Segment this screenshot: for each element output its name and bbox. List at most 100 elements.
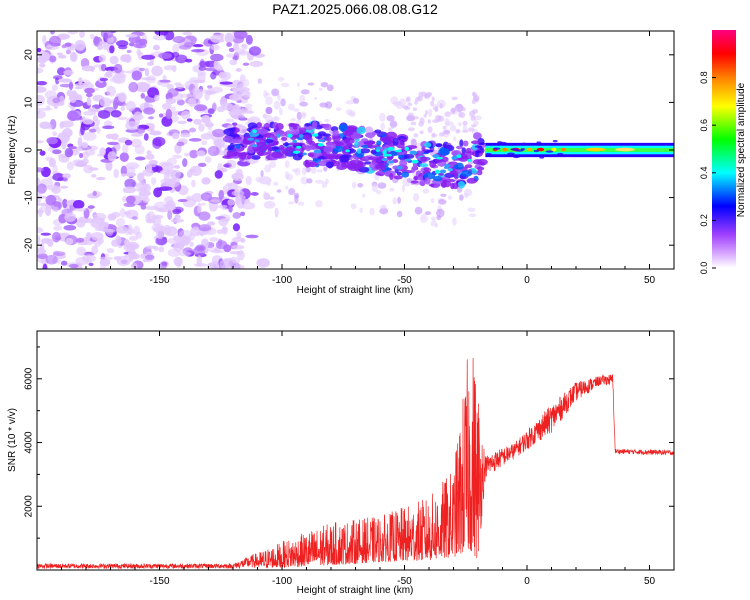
spectral-blob — [231, 138, 244, 144]
spectral-blob — [288, 142, 300, 146]
spectral-blob — [118, 102, 128, 107]
spectral-blob — [216, 65, 223, 72]
spectral-blob — [285, 185, 289, 190]
spectral-blob — [288, 188, 296, 196]
colorbar-tick-label: 0.6 — [699, 119, 709, 132]
spectral-blob — [360, 148, 371, 154]
spectral-blob — [493, 147, 501, 150]
spectral-blob — [142, 197, 150, 204]
spectral-blob — [419, 163, 429, 168]
spectral-blob — [472, 132, 482, 140]
spectral-core — [312, 133, 319, 137]
y-tick-label: -20 — [24, 238, 35, 253]
spectral-blob — [52, 206, 59, 213]
spectral-blob — [374, 129, 382, 134]
spectral-blob — [88, 128, 97, 133]
spectral-blob — [62, 138, 68, 146]
spectral-blob — [167, 237, 178, 244]
spectral-blob — [52, 172, 65, 182]
colorbar-label: Normalized spectral amplitude — [736, 82, 747, 217]
spectral-blob — [62, 128, 73, 138]
spectral-blob — [112, 99, 119, 110]
spectral-blob — [264, 114, 273, 124]
spectral-blob — [396, 171, 402, 176]
spectral-blob — [293, 108, 300, 112]
spectral-blob — [241, 196, 245, 205]
spectral-blob — [107, 141, 119, 146]
spectral-blob — [219, 258, 234, 269]
spectral-blob — [39, 63, 46, 68]
spectral-blob — [473, 115, 482, 121]
spectral-blob — [201, 140, 208, 146]
spectral-blob — [40, 232, 52, 236]
spectral-blob — [88, 107, 97, 113]
spectral-blob — [424, 95, 431, 100]
spectral-blob — [227, 198, 236, 206]
spectral-blob — [364, 161, 372, 165]
spectral-blob — [39, 150, 46, 156]
spectral-blob — [116, 73, 127, 79]
spectral-blob — [462, 107, 466, 112]
spectral-blob — [198, 211, 211, 221]
spectral-blob — [354, 140, 359, 148]
spectral-blob — [424, 177, 431, 185]
spectral-blob — [40, 237, 52, 244]
spectral-blob — [96, 176, 106, 181]
spectral-blob — [427, 119, 431, 124]
spectral-blob — [306, 178, 313, 184]
spectral-blob — [188, 138, 202, 142]
spectral-blob — [81, 65, 96, 72]
spectral-blob — [103, 120, 113, 128]
spectral-blob — [323, 123, 332, 131]
spectral-blob — [348, 165, 361, 172]
spectral-blob — [315, 200, 323, 208]
spectral-blob — [231, 122, 238, 126]
spectral-blob — [209, 34, 224, 43]
spectral-blob — [134, 144, 145, 155]
spectral-blob — [67, 31, 79, 35]
spectral-blob — [61, 44, 67, 49]
spectral-core — [404, 158, 412, 162]
spectral-blob — [93, 64, 101, 68]
spectral-blob — [124, 54, 132, 64]
spectral-blob — [171, 132, 180, 140]
spectral-core — [382, 150, 387, 155]
spectral-blob — [256, 258, 270, 268]
spectral-blob — [229, 59, 238, 66]
spectral-blob — [377, 182, 387, 189]
spectral-blob — [245, 34, 253, 45]
spectral-blob — [79, 31, 85, 39]
spectral-blob — [467, 127, 475, 132]
spectrogram-x-label: Height of straight line (km) — [297, 285, 414, 296]
spectral-blob — [273, 100, 281, 110]
spectral-core — [456, 154, 462, 159]
spectral-blob — [162, 75, 167, 80]
spectral-blob — [217, 204, 228, 209]
spectral-blob — [210, 44, 220, 51]
spectral-blob — [191, 192, 204, 203]
spectral-blob — [423, 167, 430, 172]
spectral-core — [313, 149, 322, 154]
spectral-blob — [242, 136, 250, 145]
spectral-blob — [323, 145, 334, 154]
spectral-blob — [37, 183, 47, 194]
x-tick-label: 0 — [524, 576, 530, 587]
spectral-blob — [222, 164, 230, 168]
spectral-blob — [297, 152, 304, 158]
spectral-blob — [269, 196, 275, 200]
spectral-core — [409, 150, 418, 155]
spectral-blob — [159, 79, 171, 83]
spectral-blob — [214, 170, 223, 179]
colorbar-ticks: 0.0 0.2 0.4 0.6 0.8 — [699, 71, 716, 274]
spectral-blob — [139, 82, 150, 93]
spectral-blob — [308, 161, 318, 168]
spectral-blob — [412, 116, 419, 120]
spectral-core — [404, 146, 410, 151]
spectral-blob — [364, 126, 374, 134]
spectral-blob — [293, 134, 301, 138]
spectral-blob — [128, 81, 139, 93]
spectral-blob — [240, 238, 246, 243]
carrier-hotspot — [527, 147, 532, 152]
spectral-blob — [410, 180, 419, 184]
spectral-blob — [136, 127, 146, 134]
